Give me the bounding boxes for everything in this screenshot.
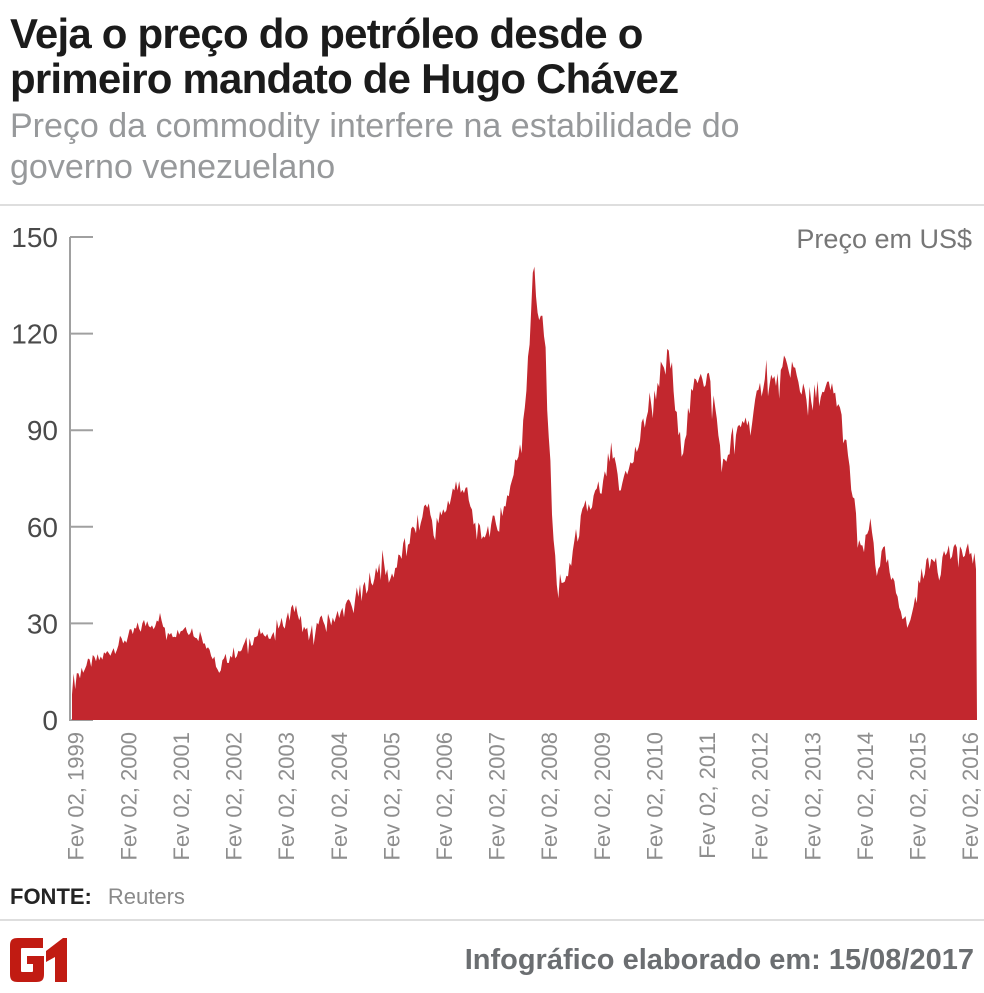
page-title: Veja o preço do petróleo desde o primeir… xyxy=(10,10,679,102)
page-subtitle: Preço da commodity interfere na estabili… xyxy=(10,107,740,187)
y-axis-label: 60 xyxy=(27,512,58,543)
y-axis-label: 0 xyxy=(42,705,58,736)
x-axis-label: Fev 02, 2003 xyxy=(274,732,299,860)
x-axis-label: Fev 02, 2007 xyxy=(485,732,510,860)
g1-logo-letter-g xyxy=(10,938,44,982)
x-axis-label: Fev 02, 2006 xyxy=(432,732,457,860)
y-axis-label: 150 xyxy=(11,222,58,253)
y-axis-label: 30 xyxy=(27,608,58,639)
price-area-series xyxy=(72,266,977,720)
x-axis-label: Fev 02, 2016 xyxy=(958,732,983,860)
oil-price-area-chart: 0 30 60 90 120 150 Fev 02, 1999 Fev 02, 2000 Fev… xyxy=(11,222,983,860)
x-axis-label: Fev 02, 2002 xyxy=(222,732,247,860)
g1-logo-digit-1 xyxy=(46,938,67,982)
x-axis-label: Fev 02, 2011 xyxy=(695,732,720,859)
chart-unit-label: Preço em US$ xyxy=(796,224,972,254)
source-value: Reuters xyxy=(107,884,185,909)
x-axis-label: Fev 02, 2004 xyxy=(327,732,352,860)
footer-note: Infográfico elaborado em: 15/08/2017 xyxy=(464,944,974,976)
x-axis-label: Fev 02, 2001 xyxy=(169,732,194,860)
x-axis-label: Fev 02, 2013 xyxy=(800,732,825,860)
x-axis-label: Fev 02, 2012 xyxy=(748,732,773,860)
y-axis-label: 90 xyxy=(27,415,58,446)
footer-divider xyxy=(0,919,984,921)
x-axis-label: Fev 02, 2010 xyxy=(642,732,667,860)
header-divider xyxy=(0,204,984,206)
x-axis-label: Fev 02, 1999 xyxy=(64,732,89,860)
g1-logo xyxy=(10,938,67,982)
x-axis-label: Fev 02, 2000 xyxy=(116,732,141,860)
x-axis-label: Fev 02, 2005 xyxy=(379,732,404,860)
x-axis-label: Fev 02, 2014 xyxy=(853,732,878,860)
source-row: FONTE: Reuters xyxy=(10,884,185,910)
x-axis-label: Fev 02, 2015 xyxy=(906,732,931,860)
x-axis-label: Fev 02, 2008 xyxy=(537,732,562,860)
x-axis-label: Fev 02, 2009 xyxy=(590,732,615,860)
y-axis-label: 120 xyxy=(11,319,58,350)
source-label: FONTE: xyxy=(10,884,92,909)
